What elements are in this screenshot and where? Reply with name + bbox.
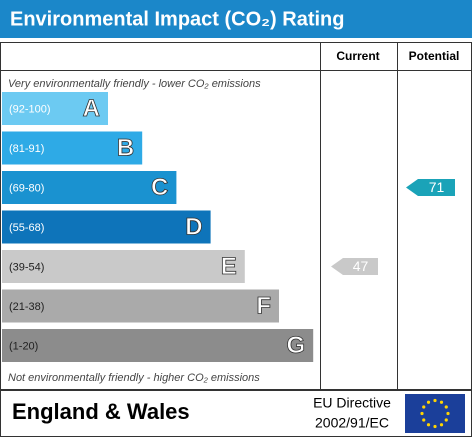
rating-arrow xyxy=(406,179,455,196)
footer-directive: 2002/91/EC xyxy=(315,415,389,431)
band-letter: E xyxy=(221,253,237,280)
star xyxy=(422,418,426,422)
band-bar xyxy=(2,250,245,283)
band-letter: G xyxy=(287,332,306,359)
star xyxy=(426,423,431,427)
column-header: Potential xyxy=(409,49,460,63)
band-bar xyxy=(2,329,314,362)
band-bar xyxy=(2,131,143,165)
footer-region: England & Wales xyxy=(12,399,190,424)
band-letter: B xyxy=(117,134,134,161)
star xyxy=(444,405,448,409)
star xyxy=(439,400,444,404)
band-letter: F xyxy=(256,292,271,319)
band-bar xyxy=(2,289,279,323)
rating-value: 47 xyxy=(353,258,369,274)
star xyxy=(439,423,444,427)
star xyxy=(433,398,437,403)
band-range: (21-38) xyxy=(9,301,44,313)
star xyxy=(426,400,431,404)
rating-arrow xyxy=(331,258,378,275)
top-note: Very environmentally friendly - lower CO… xyxy=(8,78,261,90)
star xyxy=(420,411,424,416)
band-bar xyxy=(2,171,177,204)
band-letter: A xyxy=(83,95,100,122)
star xyxy=(433,424,437,429)
band-range: (81-91) xyxy=(9,143,44,155)
chart-title: Environmental Impact (CO₂) Rating xyxy=(10,8,344,30)
star xyxy=(446,411,450,416)
star xyxy=(422,405,426,409)
band-range: (69-80) xyxy=(9,182,44,194)
band-range: (92-100) xyxy=(9,103,51,115)
bottom-note: Not environmentally friendly - higher CO… xyxy=(8,372,260,384)
eu-stars xyxy=(420,398,450,429)
title-bar xyxy=(0,0,472,38)
column-header: Current xyxy=(336,49,379,63)
band-letter: D xyxy=(185,213,202,240)
star xyxy=(444,418,448,422)
rating-value: 71 xyxy=(429,179,445,195)
band-bar xyxy=(2,210,211,244)
band-letter: C xyxy=(151,174,168,201)
band-range: (1-20) xyxy=(9,340,38,352)
footer-directive: EU Directive xyxy=(313,395,391,411)
band-range: (39-54) xyxy=(9,261,44,273)
band-bar xyxy=(2,92,108,125)
band-range: (55-68) xyxy=(9,222,44,234)
